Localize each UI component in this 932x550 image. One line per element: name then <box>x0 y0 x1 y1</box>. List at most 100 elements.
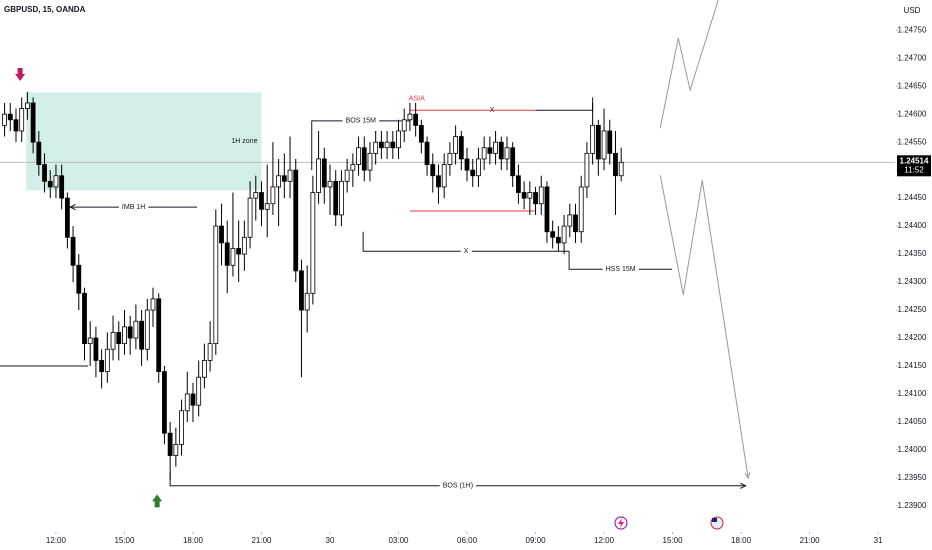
candle <box>64 192 70 249</box>
candle-body <box>276 175 282 188</box>
candle-body <box>270 186 276 205</box>
candle <box>344 158 350 193</box>
candle-body <box>93 337 99 361</box>
drawing-label-bg <box>118 202 149 212</box>
countdown-label: 11:52 <box>904 165 924 174</box>
candle <box>584 142 590 199</box>
candle <box>219 203 224 266</box>
candle <box>373 130 379 165</box>
candle-body <box>236 248 242 255</box>
y-tick-label: 1.24700 <box>898 53 927 62</box>
candle <box>179 399 184 456</box>
drawing-label-bg <box>342 116 380 126</box>
x-tick-label: 12:00 <box>594 536 615 545</box>
x-tick-label: 21:00 <box>800 536 821 545</box>
candle-body <box>601 130 607 160</box>
candle <box>447 142 453 176</box>
x-tick-label: 15:00 <box>663 536 684 545</box>
candle-body <box>207 343 213 361</box>
candle <box>521 181 527 210</box>
event-icon[interactable] <box>614 516 628 530</box>
candle <box>82 287 87 361</box>
candle-body <box>82 292 87 345</box>
candle <box>116 321 122 361</box>
drawing-text: ASIA <box>409 95 425 102</box>
candle <box>127 315 133 355</box>
candle <box>618 147 624 182</box>
candle-body <box>47 180 53 188</box>
drawing-label: HSS 15M <box>606 266 636 273</box>
y-tick-label: 1.24300 <box>898 277 927 286</box>
candle-body <box>13 119 19 132</box>
candle-body <box>139 320 144 350</box>
candle <box>162 366 167 445</box>
candle <box>47 170 53 199</box>
candle-body <box>53 175 59 188</box>
y-tick-label: 1.24350 <box>898 249 927 258</box>
candle <box>407 102 413 131</box>
candle <box>53 164 59 199</box>
candle <box>498 136 504 171</box>
candle-body <box>304 292 310 311</box>
candle <box>339 170 344 227</box>
candle <box>190 382 196 422</box>
candle-body <box>122 326 127 345</box>
candle <box>87 321 93 367</box>
candle-body <box>436 175 441 188</box>
candle-body <box>76 264 82 294</box>
candle-body <box>424 141 430 165</box>
candle <box>567 203 573 238</box>
flag-icon[interactable] <box>710 516 724 530</box>
candle-body <box>281 175 287 182</box>
candle <box>70 226 76 283</box>
signal-arrow <box>15 67 26 81</box>
candle <box>487 136 493 165</box>
candle-body <box>476 158 481 177</box>
candle <box>247 181 253 249</box>
candle <box>259 181 264 227</box>
candle-body <box>493 141 498 154</box>
candle <box>213 209 219 355</box>
candle-body <box>104 348 110 373</box>
candle <box>104 332 110 383</box>
candle-body <box>144 309 150 350</box>
y-tick-label: 1.24750 <box>898 25 927 34</box>
candle-body <box>516 175 521 193</box>
candle <box>476 147 481 187</box>
chart-title: GBPUSD, 15, OANDA <box>4 5 86 14</box>
candle <box>122 310 127 355</box>
x-tick-label: 21:00 <box>251 536 272 545</box>
candle <box>464 147 470 182</box>
candle <box>327 164 333 215</box>
candle-body <box>173 443 179 456</box>
candle-body <box>224 242 230 266</box>
candle-body <box>293 169 299 272</box>
drawing-label-bg <box>460 247 472 257</box>
candle <box>310 175 316 305</box>
drawing-label-bg <box>439 481 477 491</box>
candle-body <box>590 124 596 154</box>
candle-body <box>538 186 544 205</box>
candle <box>196 360 202 417</box>
candle <box>356 136 361 176</box>
candle <box>378 130 384 159</box>
candle <box>510 142 516 187</box>
candle-body <box>184 393 190 412</box>
x-tick-label: 30 <box>326 536 335 545</box>
candle-body <box>150 298 156 311</box>
candle <box>333 170 339 227</box>
candle-body <box>64 197 70 238</box>
candle <box>481 136 487 171</box>
candle-body <box>219 225 224 244</box>
candle <box>201 343 207 389</box>
x-tick-label: 31 <box>874 536 883 545</box>
candle-body <box>447 152 453 165</box>
candle <box>441 153 447 199</box>
x-tick-label: 09:00 <box>526 536 547 545</box>
candle-body <box>264 203 270 210</box>
candle <box>99 349 105 389</box>
candle <box>544 181 550 243</box>
candle <box>270 142 276 215</box>
candle-body <box>550 231 556 238</box>
